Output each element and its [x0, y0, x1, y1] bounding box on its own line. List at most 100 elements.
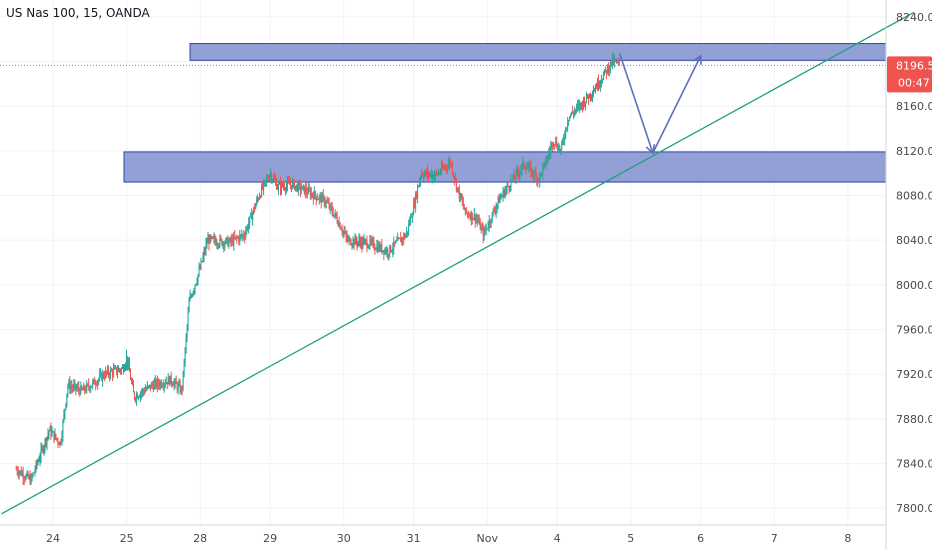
candle-body: [349, 238, 351, 245]
candle-body: [515, 171, 517, 179]
candle-body: [311, 193, 313, 196]
y-tick-label: 8240.0: [896, 11, 932, 24]
projection-arrow-segment[interactable]: [652, 55, 702, 154]
resistance-zone[interactable]: [189, 43, 887, 61]
candle-body: [608, 68, 610, 72]
candle-body: [128, 362, 129, 366]
candle-body: [277, 188, 278, 190]
candle-body: [552, 143, 554, 146]
candle-body: [186, 326, 188, 337]
candle-body: [332, 212, 334, 217]
candle-body: [510, 180, 512, 188]
candle-body: [335, 213, 337, 217]
candle-body: [326, 201, 328, 203]
candle-body: [119, 368, 120, 370]
candle-body: [259, 196, 261, 200]
candle-body: [423, 175, 425, 177]
support-zone[interactable]: [123, 151, 887, 183]
candle-body: [106, 371, 108, 373]
y-tick-label: 7960.0: [896, 324, 932, 337]
candle-body: [370, 239, 372, 242]
candle-body: [532, 169, 534, 175]
symbol-title[interactable]: US Nas 100, 15, OANDA: [6, 6, 150, 20]
candle-body: [327, 202, 329, 204]
candle-body: [420, 177, 422, 181]
candle-body: [127, 356, 128, 366]
candle-body: [501, 195, 503, 197]
candle-body: [142, 389, 144, 392]
x-tick-label: 5: [627, 532, 634, 545]
candle-body: [399, 238, 401, 240]
candle-body: [75, 383, 77, 389]
candle-body: [550, 146, 552, 153]
candle-body: [509, 187, 511, 189]
projection-arrow-segment[interactable]: [618, 53, 654, 154]
candle-body: [272, 179, 273, 181]
candle-body: [462, 201, 464, 207]
candle-body: [432, 174, 433, 178]
candle-body: [506, 185, 508, 189]
candle-body: [303, 185, 305, 194]
candle-body: [168, 377, 170, 385]
candle-body: [502, 190, 504, 196]
candle-body: [225, 238, 227, 244]
candle-body: [355, 237, 357, 242]
candle-body: [613, 59, 615, 64]
candle-body: [298, 183, 300, 185]
ascending-trendline[interactable]: [1, 11, 915, 515]
x-tick-label: 30: [337, 532, 351, 545]
candle-body: [191, 295, 193, 297]
current-price-label: 8196.5: [896, 59, 932, 72]
candle-body: [287, 181, 288, 186]
x-tick-label: 29: [263, 532, 277, 545]
candle-body: [160, 382, 162, 387]
candle-body: [217, 244, 219, 246]
candle-body: [563, 139, 565, 141]
candle-body: [239, 235, 241, 241]
candle-body: [59, 441, 61, 445]
candle-body: [70, 386, 72, 390]
candle-body: [435, 172, 436, 176]
candle-body: [499, 197, 501, 203]
candle-body: [597, 80, 599, 87]
y-tick-label: 8080.0: [896, 189, 932, 202]
candle-body: [289, 184, 291, 186]
candle-body: [63, 413, 65, 422]
grid: [0, 0, 886, 525]
candle-body: [253, 207, 255, 213]
candle-body: [67, 385, 69, 394]
candle-body: [381, 244, 383, 252]
candle-body: [66, 393, 68, 404]
candle-body: [68, 382, 70, 386]
candle-body: [26, 473, 28, 476]
candle-body: [368, 245, 370, 248]
candle-body: [400, 238, 402, 243]
candle-body: [216, 244, 218, 246]
candle-body: [415, 193, 417, 207]
candle-body: [584, 99, 585, 106]
candle-body: [383, 250, 385, 254]
candle-body: [279, 182, 280, 185]
candle-body: [345, 232, 347, 237]
candle-body: [416, 193, 418, 198]
candle-body: [234, 236, 236, 239]
candle-body: [346, 236, 348, 240]
candle-body: [588, 97, 589, 99]
candle-body: [556, 141, 558, 148]
candle-body: [478, 220, 480, 223]
candle-body: [525, 168, 527, 170]
candle-body: [46, 436, 48, 444]
candle-body: [504, 190, 506, 197]
candle-body: [339, 223, 341, 229]
candle-body: [192, 292, 194, 296]
candle-body: [301, 186, 303, 190]
candle-body: [388, 254, 390, 256]
candle-body: [293, 180, 295, 190]
candle-body: [237, 237, 239, 239]
candle-body: [495, 207, 497, 212]
candle-body: [595, 87, 596, 91]
candle-body: [564, 136, 566, 140]
x-tick-label: 28: [193, 532, 207, 545]
candle-body: [607, 66, 609, 72]
candle-body: [361, 239, 363, 247]
